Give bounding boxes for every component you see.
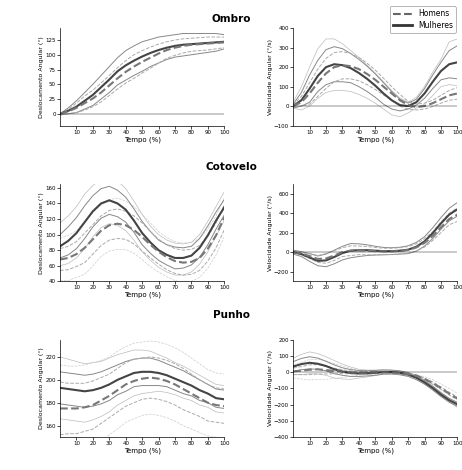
X-axis label: Tempo (%): Tempo (%)	[357, 447, 394, 454]
Y-axis label: Deslocamento Angular (°): Deslocamento Angular (°)	[39, 347, 44, 429]
X-axis label: Tempo (%): Tempo (%)	[124, 136, 161, 142]
Y-axis label: Velocidade Angular (°/s): Velocidade Angular (°/s)	[267, 351, 273, 426]
Legend: Homens, Mulheres: Homens, Mulheres	[389, 6, 456, 32]
Text: Punho: Punho	[213, 310, 249, 320]
Text: Cotovelo: Cotovelo	[205, 162, 257, 172]
X-axis label: Tempo (%): Tempo (%)	[124, 292, 161, 298]
X-axis label: Tempo (%): Tempo (%)	[357, 136, 394, 142]
Text: Ombro: Ombro	[211, 14, 251, 24]
X-axis label: Tempo (%): Tempo (%)	[124, 447, 161, 454]
Y-axis label: Velocidade Angular (°/s): Velocidade Angular (°/s)	[267, 195, 273, 271]
Y-axis label: Deslocamento Angular (°): Deslocamento Angular (°)	[39, 36, 44, 118]
Y-axis label: Velocidade Angular (°/s): Velocidade Angular (°/s)	[267, 39, 273, 115]
X-axis label: Tempo (%): Tempo (%)	[357, 292, 394, 298]
Y-axis label: Deslocamento Angular (°): Deslocamento Angular (°)	[39, 192, 44, 274]
